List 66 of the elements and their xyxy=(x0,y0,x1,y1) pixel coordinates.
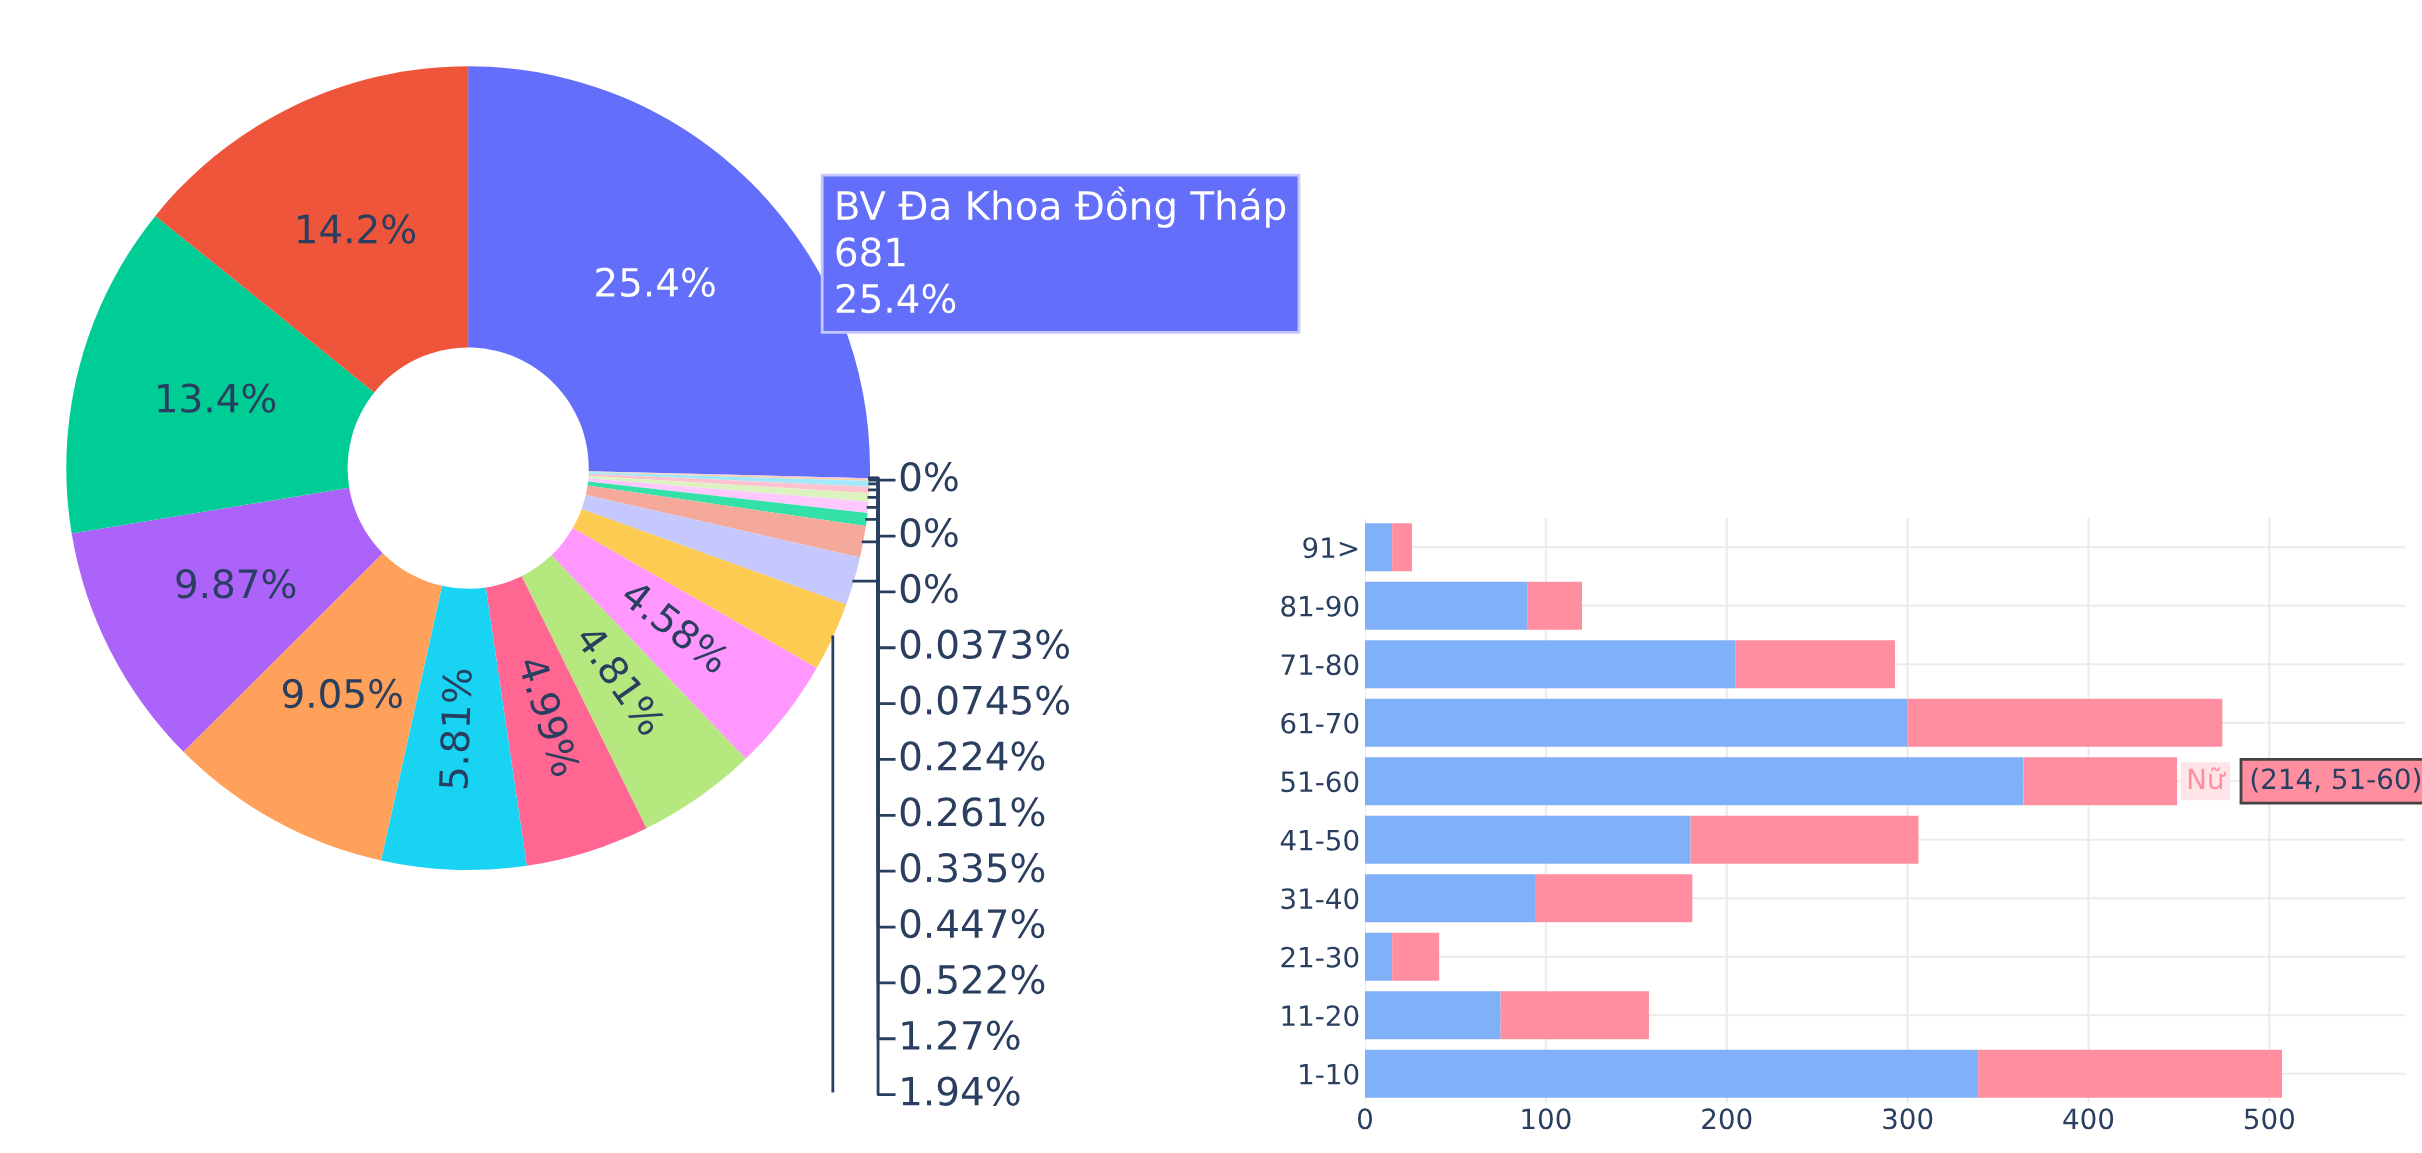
x-tick-label: 0 xyxy=(1357,1108,1372,1130)
donut-slice xyxy=(587,478,869,513)
bar xyxy=(1500,991,1649,1040)
bar xyxy=(1365,1049,1979,1098)
data-label: 13.4% xyxy=(158,383,276,413)
x-tick-label: 300 xyxy=(1883,1108,1933,1130)
data-label: 5.81% xyxy=(438,668,473,789)
y-tick-label: 31-40 xyxy=(1281,888,1359,910)
data-label: 9.87% xyxy=(176,569,296,599)
y-tick-label: 71-80 xyxy=(1281,654,1359,676)
slice-label: BV Đa Khoa Đồng Tháp xyxy=(837,186,1286,228)
donut-slice xyxy=(521,555,746,829)
data-label: 0.335% xyxy=(900,853,1045,883)
bar xyxy=(1690,815,1919,864)
donut-slice xyxy=(588,471,870,487)
text: 0% xyxy=(900,573,958,604)
data-label: 0.261% xyxy=(900,797,1045,827)
y-tick-label: 11-20 xyxy=(1282,1005,1359,1027)
bar xyxy=(1392,932,1440,981)
text: 0% xyxy=(900,517,958,548)
y-tick-label: 81-90 xyxy=(1281,595,1359,617)
data-label: 0.522% xyxy=(900,964,1045,995)
donut-slice xyxy=(587,481,868,526)
bar xyxy=(1365,757,2024,806)
bar xyxy=(1365,640,1736,689)
bar xyxy=(1365,932,1393,981)
y-tick-label: 51-60 xyxy=(1281,771,1359,793)
bar xyxy=(1907,698,2223,747)
y-tick-label: 61-70 xyxy=(1281,712,1359,734)
bar xyxy=(1978,1049,2283,1098)
bar xyxy=(1365,815,1691,864)
x-tick-label: 100 xyxy=(1522,1108,1571,1130)
x-tick-label: 400 xyxy=(2063,1108,2114,1130)
y-tick-label: 21-30 xyxy=(1281,946,1359,968)
bar xyxy=(1365,523,1393,572)
data-label: 0.0373% xyxy=(900,629,1070,660)
x-tick-label: 200 xyxy=(1702,1108,1752,1130)
bar xyxy=(1365,991,1501,1040)
bar xyxy=(1365,698,1908,747)
bar xyxy=(1735,640,1895,689)
bar xyxy=(1365,874,1536,923)
text: 0% xyxy=(900,462,958,492)
donut-slice xyxy=(585,485,866,558)
bar xyxy=(1527,581,1583,630)
donut-slice xyxy=(588,475,870,502)
data-label: 9.05% xyxy=(282,678,402,709)
data-label: 14.2% xyxy=(297,214,416,244)
text: 25.4% xyxy=(836,283,956,314)
text: 681 xyxy=(836,237,905,267)
y-tick-label: 41-50 xyxy=(1280,829,1359,851)
data-label: 1.94% xyxy=(902,1076,1020,1106)
bar xyxy=(1535,874,1693,923)
y-tick-label: 91> xyxy=(1303,537,1358,559)
y-tick-label: 1-10 xyxy=(1300,1063,1359,1085)
data-label: 0.224% xyxy=(900,741,1045,771)
data-label: 0.0745% xyxy=(900,685,1070,715)
bar xyxy=(1365,581,1528,630)
x-tick-label: 500 xyxy=(2244,1108,2295,1130)
data-label: 4.99% xyxy=(517,654,582,778)
bar xyxy=(1392,523,1413,572)
annotation: (214, 51-60) xyxy=(2251,767,2421,793)
donut-slice xyxy=(588,473,870,494)
data-label: 25.4% xyxy=(596,267,715,298)
series-label: Nữ xyxy=(2188,767,2226,790)
data-label: 0.447% xyxy=(900,908,1045,939)
data-label: 1.27% xyxy=(902,1020,1020,1051)
